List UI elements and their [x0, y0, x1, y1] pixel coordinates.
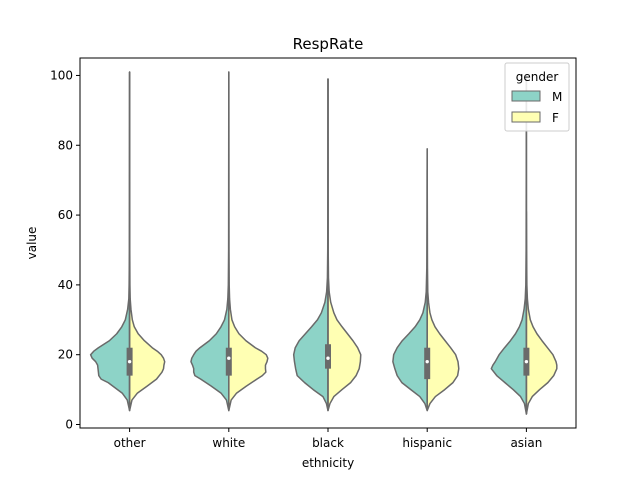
legend: gender M F: [504, 62, 570, 132]
median-point-white: [227, 356, 231, 360]
violin-m-white: [190, 71, 230, 412]
x-tick-label-hispanic: hispanic: [402, 436, 452, 450]
y-tick-label-100: 100: [50, 68, 73, 82]
violin-m-other: [89, 71, 131, 412]
median-point-asian: [524, 359, 529, 364]
iqr-box-white: [225, 347, 232, 376]
x-tick-label-black: black: [312, 436, 344, 450]
axes-layer: 0 20 40 60 80 100 other white black hispanic asian: [50, 57, 577, 450]
median-point-other: [127, 359, 132, 364]
y-tick-label-40: 40: [58, 278, 73, 292]
legend-swatch-m: [511, 90, 541, 102]
violin-f-black: [327, 78, 362, 412]
iqr-box-hispanic: [424, 347, 431, 380]
median-point-black: [326, 356, 330, 360]
violin-f-asian: [525, 210, 558, 415]
legend-label-m: M: [552, 90, 562, 104]
violin-f-other: [128, 71, 166, 412]
y-tick-label-80: 80: [58, 138, 73, 152]
y-tick-label-20: 20: [58, 348, 73, 362]
x-tick-label-white: white: [212, 436, 245, 450]
y-tick-label-0: 0: [65, 418, 73, 432]
chart-title: RespRate: [293, 35, 364, 53]
median-point-hispanic: [425, 359, 429, 364]
violin-f-white: [228, 71, 269, 412]
violins-layer: [89, 71, 558, 415]
iqr-box-black: [325, 344, 331, 369]
y-axis-label: value: [25, 227, 39, 260]
violin-m-hispanic: [392, 148, 428, 412]
y-tick-label-60: 60: [58, 208, 73, 222]
x-axis-label: ethnicity: [302, 456, 354, 470]
violin-m-black: [292, 78, 329, 412]
legend-label-f: F: [552, 111, 559, 125]
legend-title: gender: [516, 70, 559, 84]
violin-f-hispanic: [426, 168, 460, 412]
x-tick-label-other: other: [114, 436, 146, 450]
legend-swatch-f: [511, 111, 541, 123]
x-tick-label-asian: asian: [510, 436, 542, 450]
